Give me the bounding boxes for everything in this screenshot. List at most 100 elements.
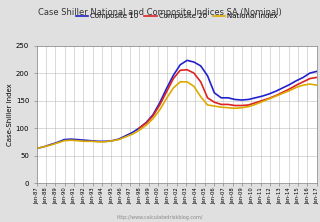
- Composite 20: [226, 103, 230, 106]
- Y-axis label: Case-Shiller Index: Case-Shiller Index: [7, 83, 13, 146]
- National Index: [308, 83, 312, 85]
- National Index: [144, 124, 148, 127]
- Composite 10: [117, 138, 121, 141]
- Composite 10: [151, 113, 155, 116]
- Composite 20: [219, 103, 223, 106]
- Composite 10: [42, 145, 45, 148]
- National Index: [35, 147, 39, 150]
- Composite 10: [172, 74, 175, 77]
- Composite 20: [308, 77, 312, 80]
- Composite 20: [247, 104, 251, 106]
- Composite 20: [151, 115, 155, 117]
- National Index: [226, 106, 230, 109]
- Composite 10: [69, 138, 73, 141]
- Composite 10: [103, 140, 107, 143]
- Composite 20: [158, 104, 162, 106]
- National Index: [151, 117, 155, 120]
- National Index: [199, 95, 203, 98]
- National Index: [103, 141, 107, 143]
- Composite 20: [212, 101, 216, 103]
- Composite 10: [131, 131, 134, 134]
- Composite 20: [144, 122, 148, 125]
- Composite 10: [144, 121, 148, 124]
- Composite 10: [124, 135, 127, 137]
- Text: Case Shiller National and Composite Indices SA (Nominal): Case Shiller National and Composite Indi…: [38, 8, 282, 17]
- National Index: [315, 84, 319, 87]
- National Index: [288, 89, 292, 92]
- Composite 10: [308, 72, 312, 74]
- Composite 10: [288, 83, 292, 86]
- National Index: [260, 100, 264, 103]
- National Index: [172, 87, 175, 89]
- National Index: [301, 84, 305, 87]
- National Index: [124, 136, 127, 138]
- National Index: [117, 138, 121, 141]
- Composite 10: [260, 95, 264, 97]
- Composite 20: [315, 76, 319, 79]
- Composite 20: [274, 94, 278, 97]
- National Index: [178, 81, 182, 83]
- National Index: [219, 106, 223, 109]
- Composite 10: [247, 98, 251, 101]
- National Index: [96, 141, 100, 143]
- National Index: [76, 139, 80, 142]
- Composite 20: [288, 88, 292, 90]
- National Index: [294, 86, 298, 89]
- Line: Composite 20: Composite 20: [139, 70, 317, 128]
- Composite 10: [281, 87, 284, 89]
- National Index: [253, 103, 257, 106]
- Composite 20: [240, 104, 244, 107]
- Composite 20: [172, 77, 175, 80]
- Composite 10: [158, 101, 162, 104]
- Composite 10: [212, 91, 216, 94]
- Composite 20: [185, 68, 189, 71]
- National Index: [83, 140, 86, 143]
- Composite 10: [267, 93, 271, 95]
- National Index: [247, 105, 251, 108]
- National Index: [274, 95, 278, 97]
- National Index: [131, 133, 134, 135]
- Composite 20: [164, 90, 168, 93]
- Composite 20: [294, 84, 298, 87]
- Composite 20: [267, 97, 271, 100]
- Line: Composite 10: Composite 10: [37, 60, 317, 149]
- National Index: [206, 104, 210, 106]
- National Index: [110, 139, 114, 142]
- Composite 20: [199, 81, 203, 83]
- Composite 20: [137, 127, 141, 129]
- Text: http://www.calculatedriskblog.com/: http://www.calculatedriskblog.com/: [117, 215, 203, 220]
- Composite 10: [35, 147, 39, 150]
- Composite 10: [185, 59, 189, 62]
- National Index: [90, 140, 93, 143]
- Composite 10: [233, 98, 237, 101]
- Composite 10: [83, 139, 86, 142]
- Composite 10: [192, 61, 196, 63]
- Composite 20: [301, 81, 305, 83]
- Composite 10: [199, 65, 203, 67]
- National Index: [185, 81, 189, 83]
- National Index: [42, 145, 45, 148]
- Composite 20: [233, 104, 237, 107]
- Composite 20: [178, 69, 182, 72]
- Composite 10: [164, 87, 168, 90]
- Composite 10: [55, 141, 59, 144]
- National Index: [212, 105, 216, 107]
- Composite 20: [253, 101, 257, 104]
- Composite 20: [260, 99, 264, 102]
- National Index: [267, 98, 271, 100]
- Composite 10: [253, 97, 257, 99]
- Composite 10: [62, 138, 66, 141]
- National Index: [281, 92, 284, 95]
- Composite 10: [206, 74, 210, 77]
- National Index: [158, 109, 162, 111]
- National Index: [240, 106, 244, 109]
- Composite 10: [219, 97, 223, 99]
- National Index: [164, 97, 168, 100]
- Composite 10: [178, 63, 182, 66]
- Composite 20: [192, 72, 196, 74]
- Composite 10: [315, 70, 319, 73]
- Composite 10: [137, 127, 141, 129]
- National Index: [69, 139, 73, 142]
- National Index: [49, 144, 52, 147]
- Composite 10: [240, 99, 244, 101]
